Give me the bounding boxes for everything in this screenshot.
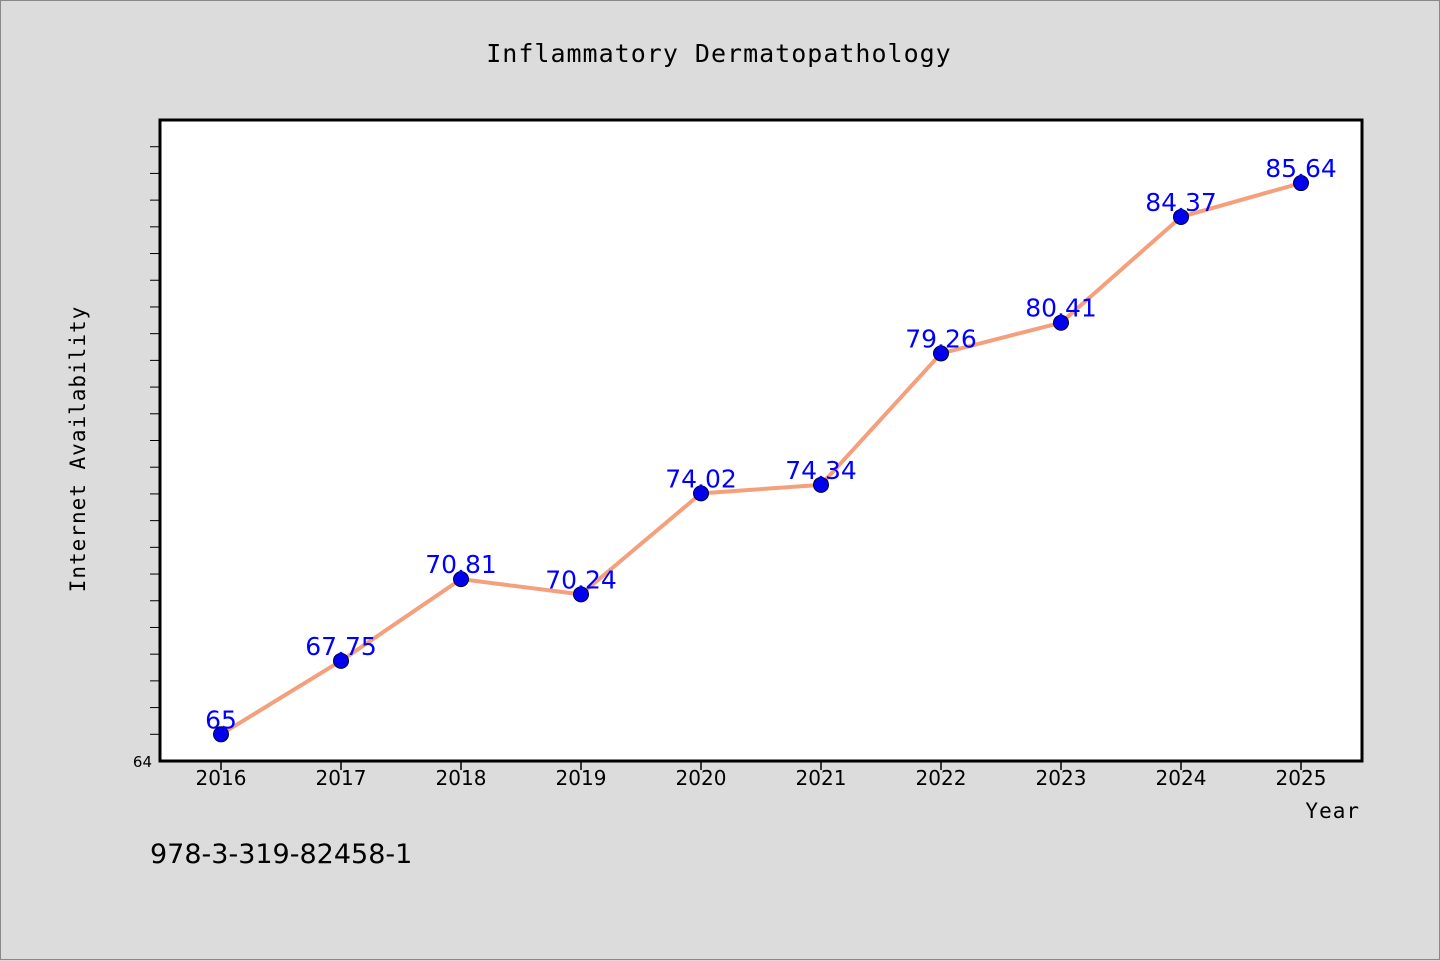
data-label: 79.26 bbox=[905, 324, 977, 353]
isbn-label: 978-3-319-82458-1 bbox=[150, 839, 412, 870]
data-point bbox=[1293, 175, 1309, 192]
x-axis-label: Year bbox=[1305, 799, 1360, 823]
data-label: 67.75 bbox=[305, 632, 377, 661]
x-tick-label: 2019 bbox=[556, 766, 607, 790]
data-label: 70.81 bbox=[425, 550, 497, 579]
series-line bbox=[219, 181, 1303, 737]
y-axis-label: Internet Availability bbox=[66, 306, 90, 593]
data-point bbox=[213, 726, 229, 743]
x-axis-ticks bbox=[220, 761, 1302, 770]
data-point bbox=[453, 571, 469, 588]
data-point bbox=[1053, 314, 1069, 331]
x-axis-tick-labels: 2016 2017 2018 2019 2020 2021 2022 2023 2024 2025 bbox=[196, 766, 1327, 790]
data-label: 85.64 bbox=[1265, 154, 1337, 183]
data-point bbox=[693, 485, 709, 502]
x-tick-label: 2016 bbox=[196, 766, 247, 790]
data-label: 70.24 bbox=[545, 565, 617, 594]
data-point bbox=[933, 345, 949, 362]
x-tick-label: 2024 bbox=[1156, 766, 1207, 790]
data-label: 74.02 bbox=[665, 464, 737, 493]
x-tick-label: 2025 bbox=[1276, 766, 1327, 790]
x-tick-label: 2023 bbox=[1036, 766, 1087, 790]
chart-title: Inflammatory Dermatopathology bbox=[486, 39, 952, 68]
x-tick-label: 2022 bbox=[916, 766, 967, 790]
x-tick-label: 2018 bbox=[436, 766, 487, 790]
x-tick-label: 2017 bbox=[316, 766, 367, 790]
x-tick-label: 2021 bbox=[796, 766, 847, 790]
x-tick-label: 2020 bbox=[676, 766, 727, 790]
data-label: 74.34 bbox=[785, 456, 857, 485]
data-label: 84.37 bbox=[1145, 188, 1217, 217]
data-label: 80.41 bbox=[1025, 294, 1097, 323]
series-layer: 65 67.75 70.81 70.24 74.02 74.34 79.26 80.41 84.… bbox=[205, 154, 1337, 743]
data-point bbox=[813, 476, 829, 493]
data-point bbox=[1173, 208, 1189, 225]
data-point bbox=[573, 586, 589, 603]
data-label: 65 bbox=[205, 705, 237, 734]
y-axis-ticks bbox=[150, 146, 160, 735]
plot-area bbox=[158, 118, 1364, 763]
data-point bbox=[333, 652, 349, 669]
y-axis-min-label: 64 bbox=[133, 753, 152, 771]
